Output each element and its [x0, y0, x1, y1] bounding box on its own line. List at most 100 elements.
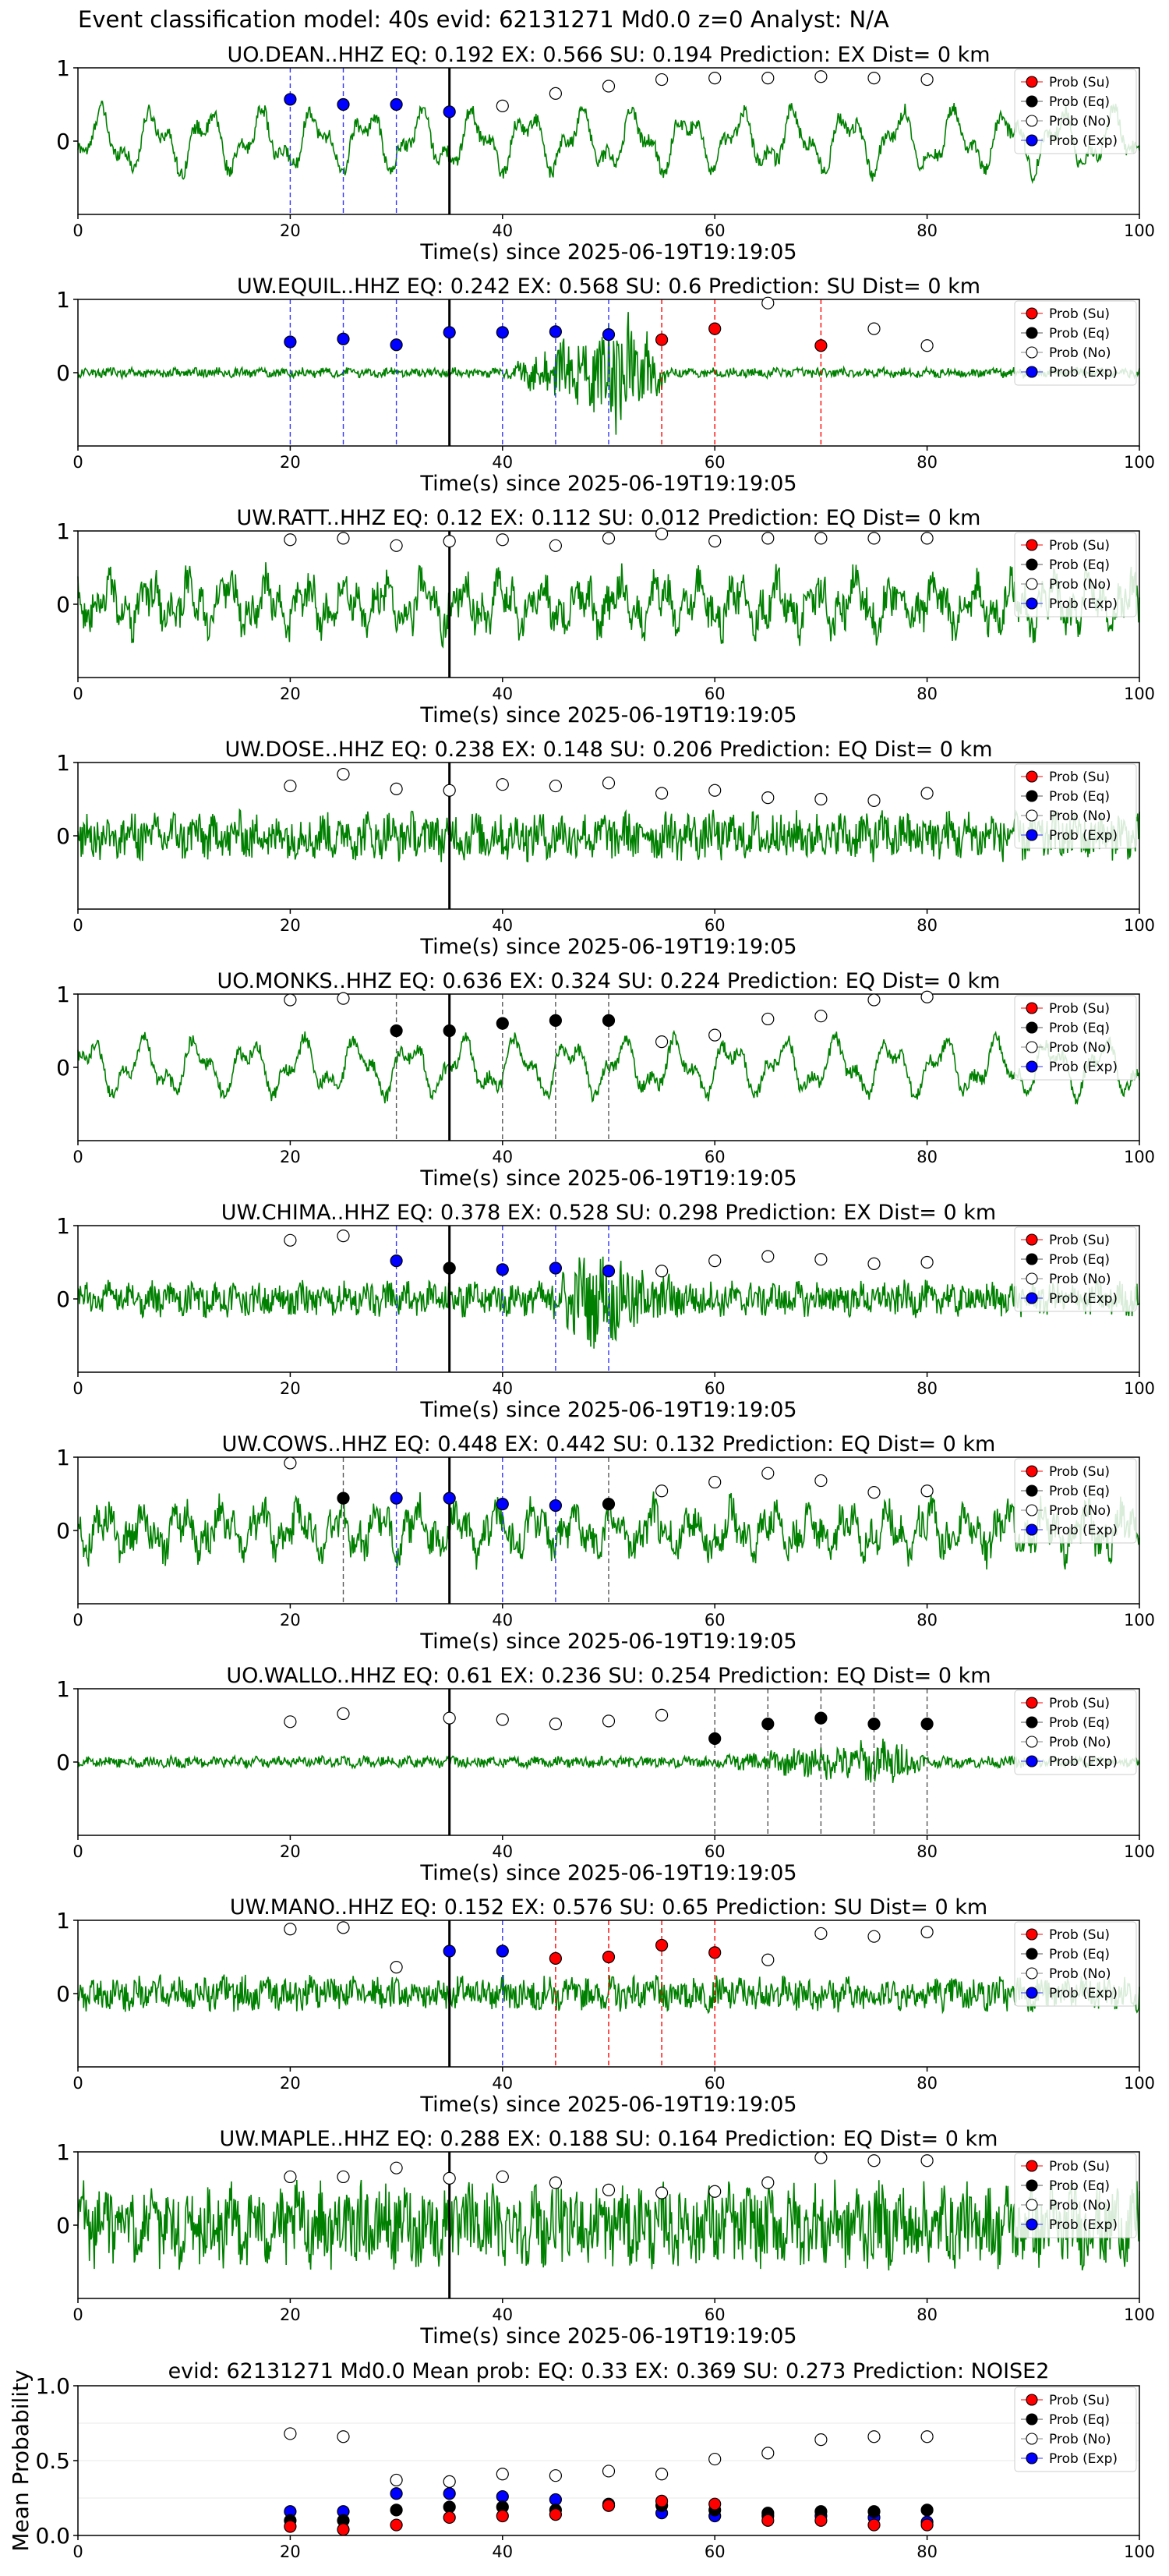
x-tick-label: 100	[1124, 2305, 1155, 2324]
prob-point-no	[602, 777, 616, 790]
prob-point-no	[284, 533, 297, 547]
x-tick-label: 20	[280, 221, 301, 240]
mean-point-no	[708, 2452, 722, 2466]
prob-point-eq	[496, 1017, 509, 1030]
y-tick-label: 0.5	[35, 2448, 70, 2474]
legend-marker-no	[1026, 2433, 1038, 2445]
legend-label: Prob (Exp)	[1049, 1523, 1118, 1538]
panel-title: UO.MONKS..HHZ EQ: 0.636 EX: 0.324 SU: 0.…	[217, 969, 1001, 993]
prob-point-exp	[496, 1498, 509, 1511]
prob-point-no	[496, 778, 509, 791]
mean-point-su	[761, 2514, 775, 2527]
prob-point-no	[284, 1923, 297, 1936]
x-tick-label: 60	[705, 453, 726, 472]
legend-marker-eq	[1026, 327, 1038, 339]
legend: Prob (Su) Prob (Eq) Prob (No) Prob (Exp)	[1014, 532, 1137, 617]
prob-point-eq	[708, 1732, 722, 1746]
prob-point-no	[655, 1708, 669, 1721]
prob-point-no	[443, 784, 456, 797]
prob-point-no	[602, 1714, 616, 1728]
y-tick-label: 0	[56, 592, 70, 617]
legend-label: Prob (Eq)	[1049, 326, 1110, 341]
legend-box	[1014, 995, 1137, 1081]
prob-point-no	[443, 535, 456, 548]
x-tick-label: 80	[916, 2305, 938, 2324]
legend-label: Prob (Su)	[1049, 75, 1110, 90]
legend-marker-su	[1026, 1002, 1038, 1014]
prob-point-no	[761, 1467, 775, 1480]
x-tick-label: 80	[916, 1379, 938, 1398]
legend-marker-eq	[1026, 2179, 1038, 2192]
prob-point-exp	[549, 1499, 563, 1513]
legend-label: Prob (No)	[1049, 2198, 1111, 2213]
mean-point-su	[602, 2499, 616, 2512]
prob-point-exp	[549, 1261, 563, 1275]
x-tick-label: 100	[1124, 2074, 1155, 2093]
prob-point-no	[549, 1718, 563, 1731]
legend-label: Prob (Exp)	[1049, 828, 1118, 844]
prob-point-no	[496, 1713, 509, 1726]
prob-point-no	[761, 72, 775, 85]
legend-label: Prob (Su)	[1049, 770, 1110, 785]
legend-marker-eq	[1026, 558, 1038, 571]
prob-point-su	[655, 1938, 669, 1952]
mean-point-no	[920, 2430, 934, 2443]
prob-point-no	[708, 1254, 722, 1268]
prob-point-no	[761, 1953, 775, 1966]
x-tick-label: 60	[705, 1611, 726, 1629]
legend-marker-exp	[1026, 366, 1038, 378]
prob-point-eq	[602, 1014, 616, 1027]
x-tick-label: 40	[492, 2542, 513, 2561]
prob-point-no	[920, 1925, 934, 1939]
y-tick-label: 0.0	[35, 2523, 70, 2549]
x-tick-label: 0	[72, 1611, 83, 1629]
legend-label: Prob (Exp)	[1049, 1060, 1118, 1075]
prob-point-no	[708, 72, 722, 85]
legend-label: Prob (No)	[1049, 1503, 1111, 1519]
prob-point-no	[655, 527, 669, 540]
prob-point-no	[496, 2170, 509, 2184]
station-panel: UO.DEAN..HHZ EQ: 0.192 EX: 0.566 SU: 0.1…	[56, 43, 1155, 264]
legend-marker-eq	[1026, 790, 1038, 802]
x-tick-label: 80	[916, 1148, 938, 1166]
x-tick-label: 20	[280, 2074, 301, 2093]
prob-point-no	[920, 1484, 934, 1498]
prob-point-no	[708, 535, 722, 548]
mean-point-su	[867, 2518, 881, 2532]
x-axis-label: Time(s) since 2025-06-19T19:19:05	[419, 703, 796, 727]
prob-point-no	[920, 1255, 934, 1269]
x-tick-label: 100	[1124, 2542, 1155, 2561]
legend: Prob (Su) Prob (Eq) Prob (No) Prob (Exp)	[1014, 1458, 1137, 1544]
legend-label: Prob (Eq)	[1049, 1021, 1110, 1036]
x-tick-label: 0	[72, 453, 83, 472]
mean-point-su	[443, 2511, 456, 2525]
prob-point-no	[708, 784, 722, 797]
prob-point-no	[655, 1265, 669, 1278]
legend-marker-su	[1026, 1233, 1038, 1246]
x-axis-label: Time(s) since 2025-06-19T19:19:05	[419, 1861, 796, 1885]
legend-label: Prob (Su)	[1049, 1696, 1110, 1711]
mean-point-su	[708, 2497, 722, 2511]
y-tick-label: 0	[56, 129, 70, 154]
y-tick-label: 1	[56, 1213, 70, 1239]
prob-point-exp	[390, 338, 403, 352]
legend-label: Prob (Exp)	[1049, 133, 1118, 149]
legend-marker-no	[1026, 115, 1038, 127]
legend-label: Prob (Exp)	[1049, 1754, 1118, 1770]
station-panel: UW.COWS..HHZ EQ: 0.448 EX: 0.442 SU: 0.1…	[56, 1432, 1155, 1654]
legend-marker-no	[1026, 809, 1038, 822]
prob-point-eq	[337, 1491, 350, 1505]
prob-point-no	[655, 2186, 669, 2199]
panel-title: UW.COWS..HHZ EQ: 0.448 EX: 0.442 SU: 0.1…	[222, 1432, 996, 1456]
x-tick-label: 80	[916, 685, 938, 703]
prob-point-no	[867, 794, 881, 807]
prob-point-exp	[337, 332, 350, 345]
x-tick-label: 60	[705, 2305, 726, 2324]
prob-point-exp	[443, 326, 456, 339]
prob-point-no	[814, 2151, 828, 2164]
prob-point-no	[337, 1230, 350, 1243]
legend-label: Prob (No)	[1049, 345, 1111, 361]
panel-title: UW.RATT..HHZ EQ: 0.12 EX: 0.112 SU: 0.01…	[237, 506, 981, 530]
prob-point-no	[708, 1475, 722, 1489]
prob-point-no	[655, 73, 669, 87]
